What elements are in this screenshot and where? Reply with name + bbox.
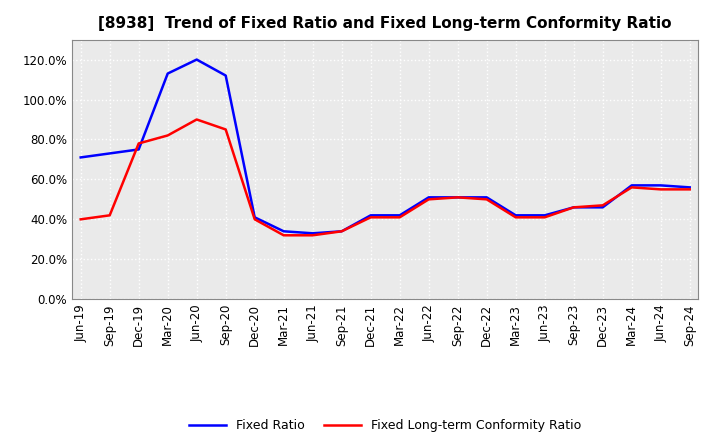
Fixed Long-term Conformity Ratio — [105, 213, 114, 218]
Fixed Ratio — [511, 213, 520, 218]
Fixed Long-term Conformity Ratio — [627, 185, 636, 190]
Fixed Long-term Conformity Ratio — [657, 187, 665, 192]
Fixed Ratio — [541, 213, 549, 218]
Fixed Ratio — [454, 195, 462, 200]
Fixed Ratio — [308, 231, 317, 236]
Legend: Fixed Ratio, Fixed Long-term Conformity Ratio: Fixed Ratio, Fixed Long-term Conformity … — [184, 414, 587, 437]
Fixed Long-term Conformity Ratio — [308, 233, 317, 238]
Fixed Ratio — [570, 205, 578, 210]
Fixed Long-term Conformity Ratio — [251, 216, 259, 222]
Fixed Long-term Conformity Ratio — [76, 216, 85, 222]
Fixed Ratio — [279, 229, 288, 234]
Fixed Ratio — [657, 183, 665, 188]
Fixed Long-term Conformity Ratio — [454, 195, 462, 200]
Fixed Ratio — [192, 57, 201, 62]
Fixed Long-term Conformity Ratio — [482, 197, 491, 202]
Fixed Ratio — [685, 185, 694, 190]
Fixed Ratio — [163, 71, 172, 76]
Fixed Long-term Conformity Ratio — [511, 215, 520, 220]
Fixed Long-term Conformity Ratio — [279, 233, 288, 238]
Fixed Long-term Conformity Ratio — [135, 141, 143, 146]
Fixed Ratio — [338, 229, 346, 234]
Fixed Ratio — [105, 151, 114, 156]
Fixed Long-term Conformity Ratio — [395, 215, 404, 220]
Fixed Long-term Conformity Ratio — [221, 127, 230, 132]
Fixed Ratio — [221, 73, 230, 78]
Fixed Ratio — [251, 215, 259, 220]
Fixed Long-term Conformity Ratio — [598, 203, 607, 208]
Fixed Ratio — [424, 195, 433, 200]
Fixed Long-term Conformity Ratio — [685, 187, 694, 192]
Fixed Ratio — [598, 205, 607, 210]
Title: [8938]  Trend of Fixed Ratio and Fixed Long-term Conformity Ratio: [8938] Trend of Fixed Ratio and Fixed Lo… — [99, 16, 672, 32]
Fixed Ratio — [482, 195, 491, 200]
Line: Fixed Long-term Conformity Ratio: Fixed Long-term Conformity Ratio — [81, 120, 690, 235]
Fixed Ratio — [627, 183, 636, 188]
Fixed Long-term Conformity Ratio — [163, 133, 172, 138]
Fixed Long-term Conformity Ratio — [366, 215, 375, 220]
Fixed Long-term Conformity Ratio — [424, 197, 433, 202]
Fixed Ratio — [76, 155, 85, 160]
Fixed Long-term Conformity Ratio — [338, 229, 346, 234]
Fixed Long-term Conformity Ratio — [541, 215, 549, 220]
Fixed Long-term Conformity Ratio — [192, 117, 201, 122]
Line: Fixed Ratio: Fixed Ratio — [81, 59, 690, 233]
Fixed Ratio — [135, 147, 143, 152]
Fixed Ratio — [366, 213, 375, 218]
Fixed Ratio — [395, 213, 404, 218]
Fixed Long-term Conformity Ratio — [570, 205, 578, 210]
